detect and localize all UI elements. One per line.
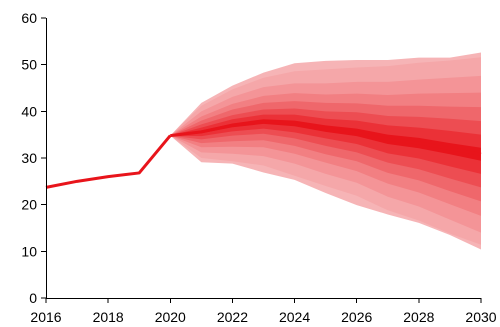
y-tick-label: 50 [21,57,37,73]
y-tick-label: 40 [21,103,37,119]
fan-band-2 [170,114,482,174]
y-tick-label: 0 [29,290,37,306]
history-line [45,134,172,189]
y-tick-label: 20 [21,197,37,213]
x-tick-label: 2024 [279,309,310,325]
y-tick-label: 60 [21,10,37,26]
central-projection-line [170,120,482,156]
x-tick-label: 2030 [465,309,496,325]
x-tick-label: 2026 [341,309,372,325]
y-tick-label: 10 [21,243,37,259]
x-tick-label: 2018 [93,309,124,325]
y-tick-label: 30 [21,150,37,166]
x-tick-label: 2028 [403,309,434,325]
x-axis-ticks: 2016 2018 2020 2022 2024 2026 2028 2030 [30,298,497,325]
x-tick-label: 2022 [217,309,248,325]
x-tick-label: 2016 [30,309,61,325]
x-tick-label: 2020 [155,309,186,325]
fan-bands [170,52,482,250]
axes [46,18,481,299]
series-lines [45,120,482,189]
y-axis-ticks: 0 10 20 30 40 50 60 [21,10,46,306]
